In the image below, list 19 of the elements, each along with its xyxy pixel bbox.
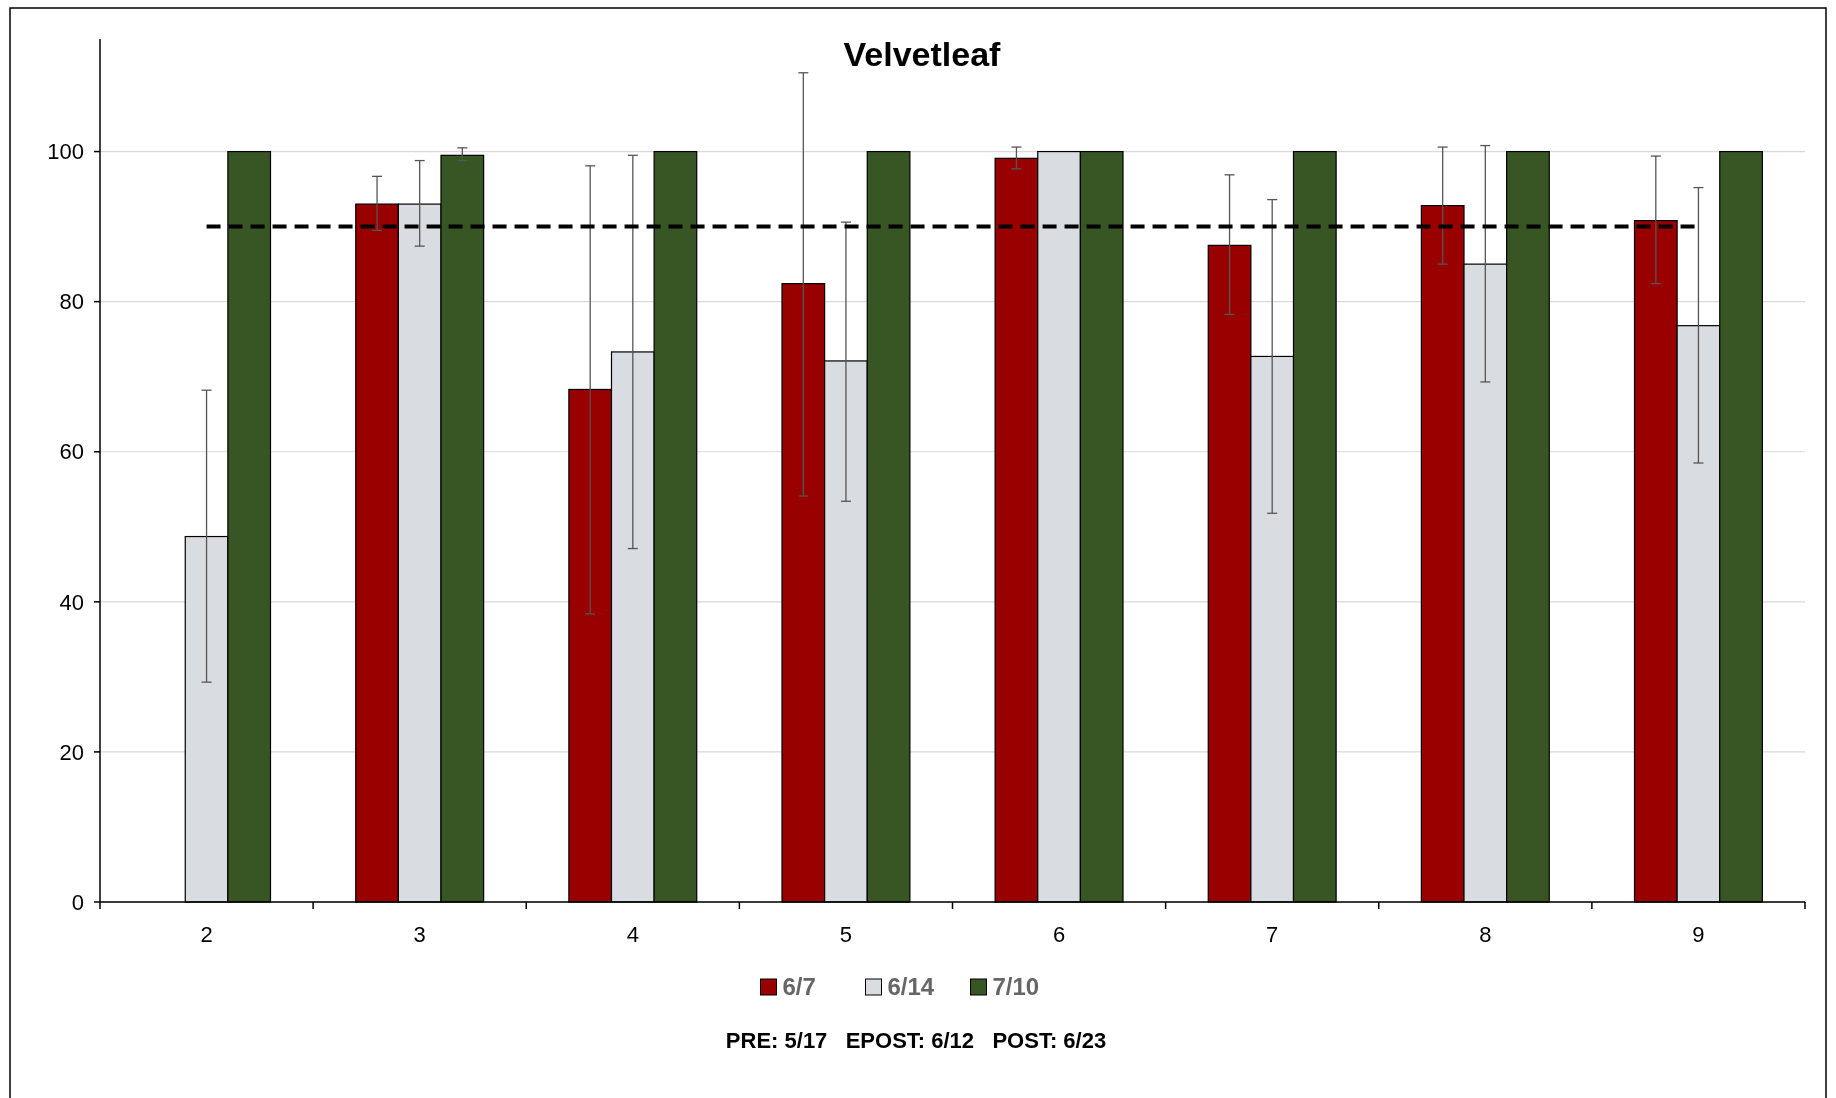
legend-label: 7/10	[992, 973, 1040, 1001]
y-tick-label: 100	[47, 139, 84, 165]
text: PRE: 5/17 EPOST: 6/12 POST: 6/23	[725, 1028, 1107, 1053]
legend-label: 6/7	[782, 973, 816, 1001]
x-tick-label: 7	[1266, 922, 1279, 947]
x-tick-label: 9	[1692, 922, 1705, 947]
chart-title: Velvetleaf	[843, 35, 1002, 73]
x-tick-label: 2	[200, 922, 213, 947]
y-tick-label: 80	[59, 289, 84, 315]
x-tick-label: 3	[413, 922, 426, 947]
x-tick-label: 5	[839, 922, 853, 947]
x-tick-label: 8	[1479, 922, 1492, 947]
y-tick-label: 0	[71, 889, 84, 915]
y-tick-label: 40	[59, 589, 84, 615]
x-tick-label: 4	[626, 922, 639, 947]
legend-label: 6/14	[887, 973, 935, 1001]
x-tick-label: 6	[1052, 922, 1066, 947]
y-tick-label: 20	[59, 739, 84, 765]
y-tick-label: 60	[59, 439, 84, 465]
